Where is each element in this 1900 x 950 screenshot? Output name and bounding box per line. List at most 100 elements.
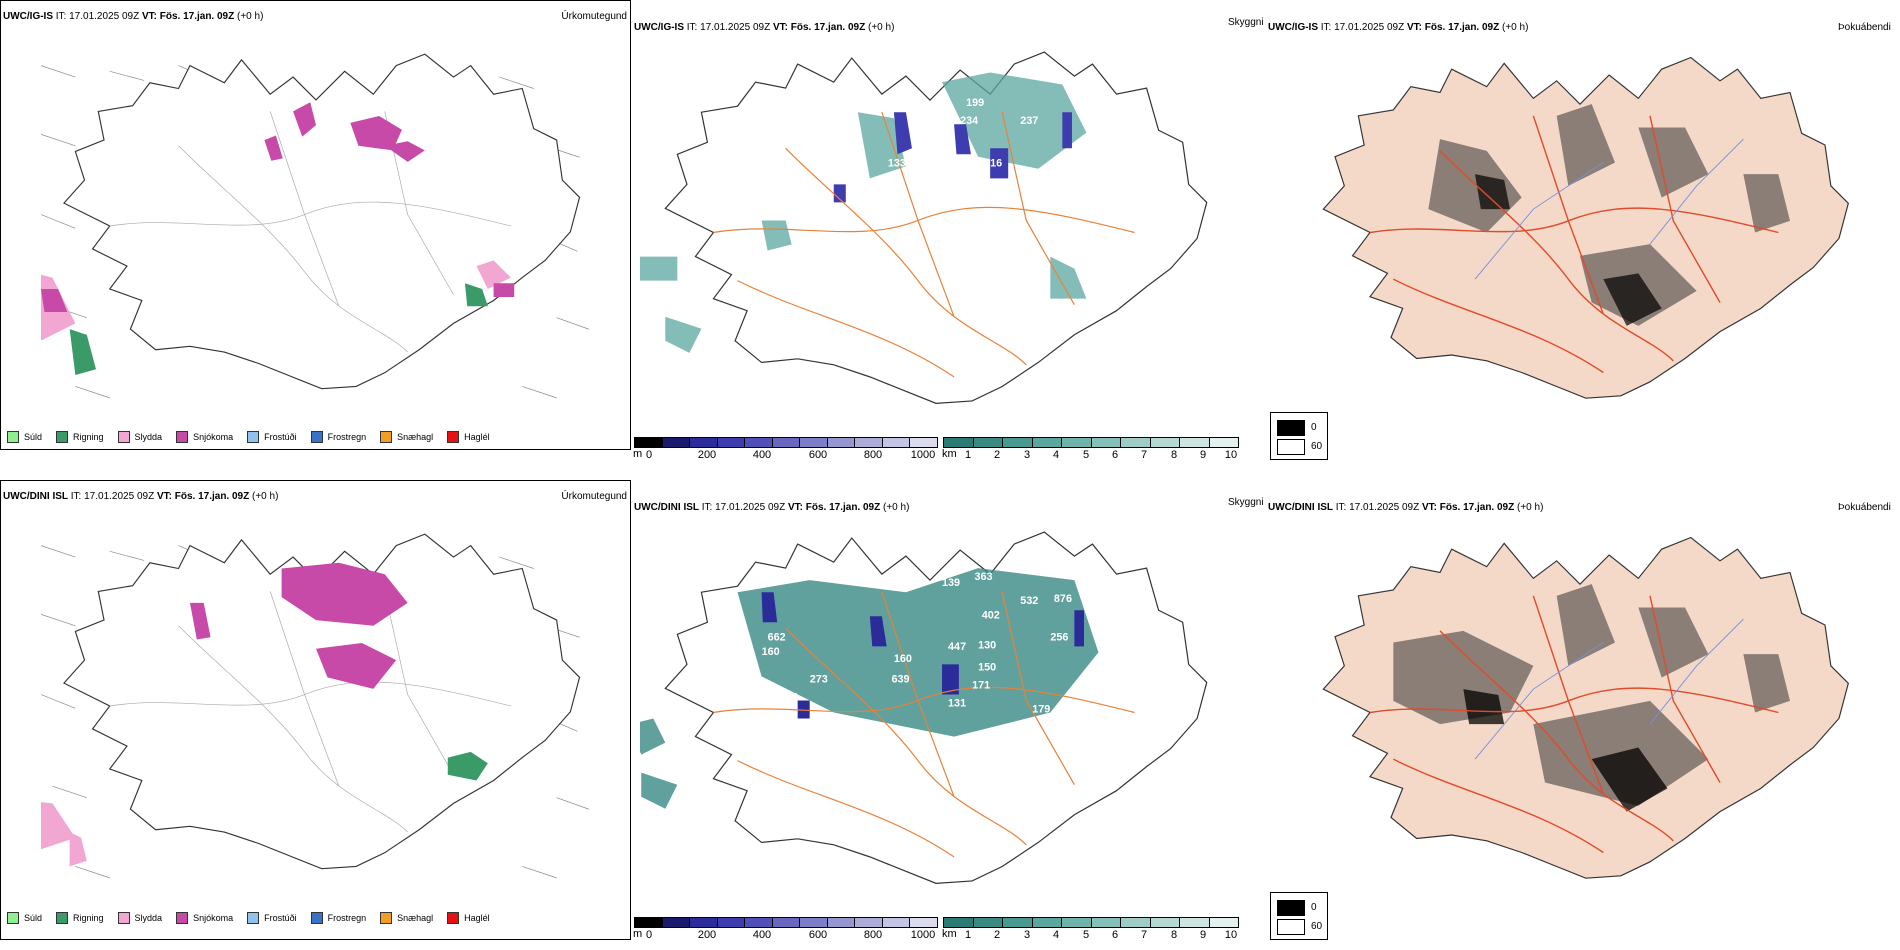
cloud-base-label: 662 (768, 631, 786, 643)
colorbar-unit: m (633, 448, 643, 460)
visibility-colorbar: km 1 2 3 4 5 6 7 8 9 10 (942, 437, 1239, 465)
snow-areas (41, 562, 488, 878)
roads (1369, 115, 1779, 374)
fog-strong (1463, 689, 1668, 812)
rivers (1474, 138, 1744, 280)
rivers (1474, 618, 1744, 760)
legend-swatch-freezing-rain (310, 431, 323, 443)
cloud-base-label: 363 (975, 571, 993, 583)
visibility-areas (640, 568, 1099, 809)
legend-swatch-rain (56, 431, 69, 443)
forecast-row-1: UWC/IG-IS IT: 17.01.2025 09Z VT: Fös. 17… (0, 0, 1900, 470)
colorbar-unit: m (633, 928, 643, 940)
colorbar-cells (634, 437, 938, 448)
fog-legend: 0 60 (1270, 892, 1328, 940)
iceland-fog-map (1322, 536, 1849, 879)
cloud-base-label: 181 (689, 296, 707, 308)
legend-swatch-freezing-drizzle (247, 912, 260, 924)
colorbar-unit: km (942, 928, 957, 940)
cloud-base-label: 876 (1054, 593, 1072, 605)
legend-swatch-snow (176, 912, 189, 924)
legend-item-snow-pellets: Snæhagl (380, 912, 433, 924)
roads (713, 591, 1135, 858)
fog-legend-white (1277, 439, 1305, 455)
legend-swatch-freezing-drizzle (247, 431, 260, 443)
cloud-base-label: 171 (972, 679, 990, 691)
visibility-colorbar: km 1 2 3 4 5 6 7 8 9 10 (942, 917, 1239, 945)
legend-item-sleet: Slydda (117, 912, 162, 924)
cloud-base-label: 447 (948, 641, 966, 653)
legend-swatch-rain (56, 912, 69, 924)
legend-item-freezing-rain: Frostregn (310, 431, 366, 443)
legend-swatch-snow (176, 431, 189, 443)
legend-item-rain: Rigning (56, 912, 104, 924)
forecast-row-2: UWC/DINI ISL IT: 17.01.2025 09Z VT: Fös.… (0, 480, 1900, 950)
precip-type-panel: UWC/DINI ISL IT: 17.01.2025 09Z VT: Fös.… (0, 480, 631, 940)
legend-swatch-snow-pellets (380, 912, 393, 924)
visibility-areas (640, 72, 1087, 353)
cloud-base-label: 130 (978, 640, 996, 652)
roads (1369, 595, 1779, 854)
legend-item-freezing-drizzle: Frostúði (247, 431, 297, 443)
cloud-base-labels: 155 139 363 532 876 402 662 160 447 130 … (759, 571, 1072, 715)
cloud-base-label: 273 (810, 673, 828, 685)
panel-title: Úrkomutegund (561, 491, 627, 502)
legend-swatch-sleet (117, 431, 130, 443)
iceland-visibility-map: 199 234 237 133 16 331 197 181 (640, 51, 1208, 404)
panel-title: Þokuábendi (1838, 22, 1891, 33)
fog-legend-black (1277, 900, 1305, 916)
colorbar-ticks: 1 2 3 4 5 6 7 8 9 10 (964, 929, 1238, 941)
legend-item-sleet: Slydda (117, 431, 162, 443)
cloud-base-label: 256 (1050, 631, 1068, 643)
colorbar-unit: km (942, 448, 957, 460)
fog-legend: 0 60 (1270, 412, 1328, 460)
cloud-base-label: 150 (978, 661, 996, 673)
cloud-base-label: 237 (1020, 115, 1038, 127)
cloud-base-label: 199 (966, 97, 984, 109)
cloud-base-label: 331 (1056, 163, 1074, 175)
legend-swatch-freezing-rain (310, 912, 323, 924)
colorbar-ticks: 1 2 3 4 5 6 7 8 9 10 (964, 449, 1238, 461)
legend-swatch-hail (447, 912, 460, 924)
precip-type-panel: UWC/IG-IS IT: 17.01.2025 09Z VT: Fös. 17… (0, 0, 631, 450)
precip-type-legend: Súld Rigning Slydda Snjókoma Frostúði Fr… (7, 428, 504, 446)
fog-shading (1393, 584, 1790, 806)
fog-legend-white (1277, 919, 1305, 935)
fog-strong (1475, 174, 1662, 326)
roads (109, 591, 511, 833)
snow-areas (41, 102, 515, 375)
panel-title: Úrkomutegund (561, 11, 627, 22)
legend-swatch-drizzle (7, 912, 19, 924)
colorbar-ticks: 0 200 400 600 800 1000 (645, 929, 936, 941)
panel-header: UWC/DINI ISL IT: 17.01.2025 09Z VT: Fös.… (1268, 502, 1544, 513)
cloud-base-colorbar: m 0 200 400 600 800 1000 (633, 437, 938, 465)
legend-item-rain: Rigning (56, 431, 104, 443)
cloud-base-label: 155 (759, 577, 777, 589)
fog-legend-black (1277, 420, 1305, 436)
panel-title: Skyggni (1228, 497, 1264, 508)
panel-header: UWC/IG-IS IT: 17.01.2025 09Z VT: Fös. 17… (634, 22, 895, 33)
panel-header: UWC/IG-IS IT: 17.01.2025 09Z VT: Fös. 17… (1268, 22, 1529, 33)
cloud-base-label: 160 (894, 653, 912, 665)
colorbar-cells (634, 917, 938, 928)
legend-swatch-sleet (117, 912, 130, 924)
cloud-base-colorbar: m 0 200 400 600 800 1000 (633, 917, 938, 945)
cloud-base-label: 16 (990, 157, 1002, 169)
legend-item-drizzle: Súld (7, 912, 42, 924)
colorbar-cells (943, 917, 1239, 928)
cloud-base-label: 139 (942, 577, 960, 589)
roads (713, 111, 1135, 378)
cloud-base-label: 402 (982, 610, 1000, 622)
iceland-precip-map (41, 533, 589, 879)
fog-shading (1428, 104, 1790, 326)
panel-title: Þokuábendi (1838, 502, 1891, 513)
legend-swatch-snow-pellets (380, 431, 393, 443)
legend-item-hail: Haglél (447, 431, 490, 443)
cloud-base-label: 135 (780, 691, 798, 703)
panel-header: UWC/IG-IS IT: 17.01.2025 09Z VT: Fös. 17… (3, 11, 264, 22)
cloud-base-label: 197 (792, 187, 810, 199)
iceland-precip-map (41, 53, 589, 399)
panel-title: Skyggni (1228, 17, 1264, 28)
cloud-base-label: 234 (960, 115, 978, 127)
cloud-base-label: 639 (892, 673, 910, 685)
